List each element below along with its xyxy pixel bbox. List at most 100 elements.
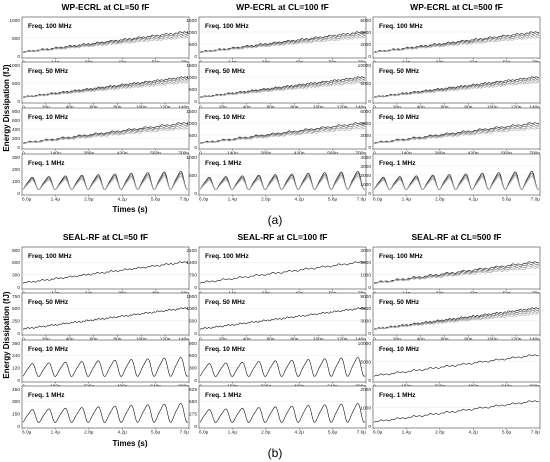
- series-line: [373, 81, 540, 99]
- panel-frame: [198, 292, 367, 336]
- y-tick-label: 1500: [186, 63, 197, 69]
- series-line: [373, 313, 540, 331]
- panel-frame: [372, 61, 541, 104]
- y-tick-label: 1000: [360, 405, 371, 411]
- series-line: [22, 307, 189, 330]
- y-tick-label: 300: [12, 155, 20, 161]
- panel-frame: [372, 16, 541, 59]
- x-tick-label: 40n: [66, 337, 74, 343]
- y-tick-label: 100: [12, 179, 20, 185]
- panel-frame: [21, 16, 190, 59]
- x-tick-label: 6.0μ: [373, 430, 383, 436]
- x-tick-label: 40n: [243, 337, 251, 343]
- y-tick-label: 120: [12, 365, 20, 371]
- series-line: [373, 311, 540, 330]
- y-tick-label: 0: [194, 424, 197, 430]
- x-tick-label: 140n: [529, 337, 540, 343]
- x-tick-label: 20n: [393, 105, 401, 111]
- sublabel-a: (a): [268, 213, 283, 227]
- series-line: [373, 354, 540, 377]
- x-tick-label: 60n: [90, 105, 98, 111]
- y-tick-label: 0: [368, 191, 371, 197]
- chart-title: WP-ECRL at CL=100 fF: [236, 2, 329, 12]
- y-tick-label: 750: [12, 294, 20, 300]
- series-line: [373, 36, 540, 54]
- x-tick-label: 2.8μ: [435, 197, 445, 203]
- panel-frame: [198, 61, 367, 104]
- y-tick-label: 9000: [360, 294, 371, 300]
- x-tick-label: 6.0μ: [22, 430, 32, 436]
- panel-b-1-3: 0 275 550 825 6.0μ 1.4μ 2.8μ 4.2μ 5.6μ 7.0μ Freq. …: [189, 385, 367, 436]
- y-tick-label: 1000: [186, 155, 197, 161]
- y-tick-label: 500: [12, 36, 20, 42]
- y-tick-label: 3000: [360, 318, 371, 324]
- y-tick-label: 550: [189, 399, 197, 405]
- y-tick-label: 400: [12, 127, 20, 133]
- panel-a-0-0: 05001000014n28n42n56n70nFreq. 100 MHz: [9, 16, 190, 66]
- panel-a-2-0: 0200040006000014n28n42n56n70nFreq. 100 M…: [360, 16, 541, 66]
- x-tick-label: 6.0μ: [199, 197, 209, 203]
- x-tick-label: 2.8μ: [261, 197, 271, 203]
- y-tick-label: 1000: [360, 272, 371, 278]
- y-tick-label: 600: [12, 260, 20, 266]
- y-tick-label: 300: [12, 399, 20, 405]
- y-tick-label: 0: [17, 54, 20, 60]
- y-tick-label: 360: [12, 341, 20, 347]
- series-line: [22, 127, 189, 145]
- x-tick-label: 0: [199, 337, 202, 343]
- y-tick-label: 300: [12, 272, 20, 278]
- x-tick-label: 5.6μ: [151, 197, 161, 203]
- x-tick-label: 80n: [464, 337, 472, 343]
- x-tick-label: 2.8μ: [84, 197, 94, 203]
- y-tick-label: 0: [368, 99, 371, 105]
- panel-b-1-0: 070014002100014n28n42n56n70nFreq. 100 MH…: [186, 246, 367, 297]
- x-tick-label: 4.2μ: [294, 430, 304, 436]
- y-tick-label: 1500: [186, 294, 197, 300]
- panel-a-2-3: 0 1000 2000 3000 4000 6.0μ 1.4μ 2.8μ 4.2μ 5.6μ 7.0…: [360, 153, 541, 203]
- panel-b-1-2: 03006009000160n320n480n640n800nFreq. 10 …: [189, 339, 366, 390]
- x-tick-label: 140n: [178, 105, 189, 111]
- x-tick-label: 80n: [113, 337, 121, 343]
- panel-b-2-3: 0 1000 2000 6.0μ 1.4μ 2.8μ 4.2μ 5.6μ 7.0μ Freq. 1…: [360, 385, 541, 436]
- series-line: [373, 176, 540, 191]
- panel-frame: [198, 153, 367, 196]
- y-tick-label: 6000: [360, 18, 371, 24]
- panel-label: Freq. 1 MHz: [379, 392, 416, 399]
- panel-frame: [372, 339, 541, 383]
- panel-b-2-0: 0100020003000014n28n42n56n70nFreq. 100 M…: [360, 246, 540, 297]
- y-tick-label: 500: [189, 318, 197, 324]
- series-line: [199, 127, 366, 145]
- series-line: [199, 403, 366, 423]
- series-line: [199, 261, 366, 284]
- x-tick-label: 120n: [511, 337, 522, 343]
- panel-a-2-2: 02000400060000140n280n420n560n700nFreq. …: [360, 107, 540, 157]
- y-tick-label: 1500: [186, 109, 197, 115]
- x-tick-label: 60n: [267, 105, 275, 111]
- panel-b-0-0: 0300600900012n24n36n48n60nFreq. 100 MHz: [12, 246, 189, 297]
- chart-title: SEAL-RF at CL=500 fF: [412, 232, 502, 242]
- panel-frame: [198, 246, 367, 290]
- series-line: [22, 81, 189, 99]
- y-tick-label: 1000: [186, 306, 197, 312]
- panel-label: Freq. 100 MHz: [205, 253, 249, 260]
- panel-frame: [21, 385, 190, 429]
- x-tick-label: 4.2μ: [468, 430, 478, 436]
- x-tick-label: 0: [373, 337, 376, 343]
- x-tick-label: 140n: [401, 151, 412, 157]
- y-tick-label: 0: [194, 54, 197, 60]
- y-tick-label: 1000: [186, 121, 197, 127]
- panel-b-0-2: 01202403600160n320n480n640n800nFreq. 10 …: [12, 339, 189, 390]
- panel-label: Freq. 10 MHz: [379, 114, 420, 121]
- x-tick-label: 6.0μ: [373, 197, 383, 203]
- y-tick-label: 1000: [360, 182, 371, 188]
- x-tick-label: 1.4μ: [402, 197, 412, 203]
- panel-frame: [21, 292, 190, 336]
- x-tick-label: 20n: [393, 337, 401, 343]
- x-tick-label: 40n: [66, 105, 74, 111]
- x-tick-label: 280n: [83, 151, 94, 157]
- x-tick-label: 5.6μ: [328, 430, 338, 436]
- y-tick-label: 4000: [360, 155, 371, 161]
- panel-label: Freq. 100 MHz: [379, 23, 423, 30]
- x-tick-label: 0: [22, 337, 25, 343]
